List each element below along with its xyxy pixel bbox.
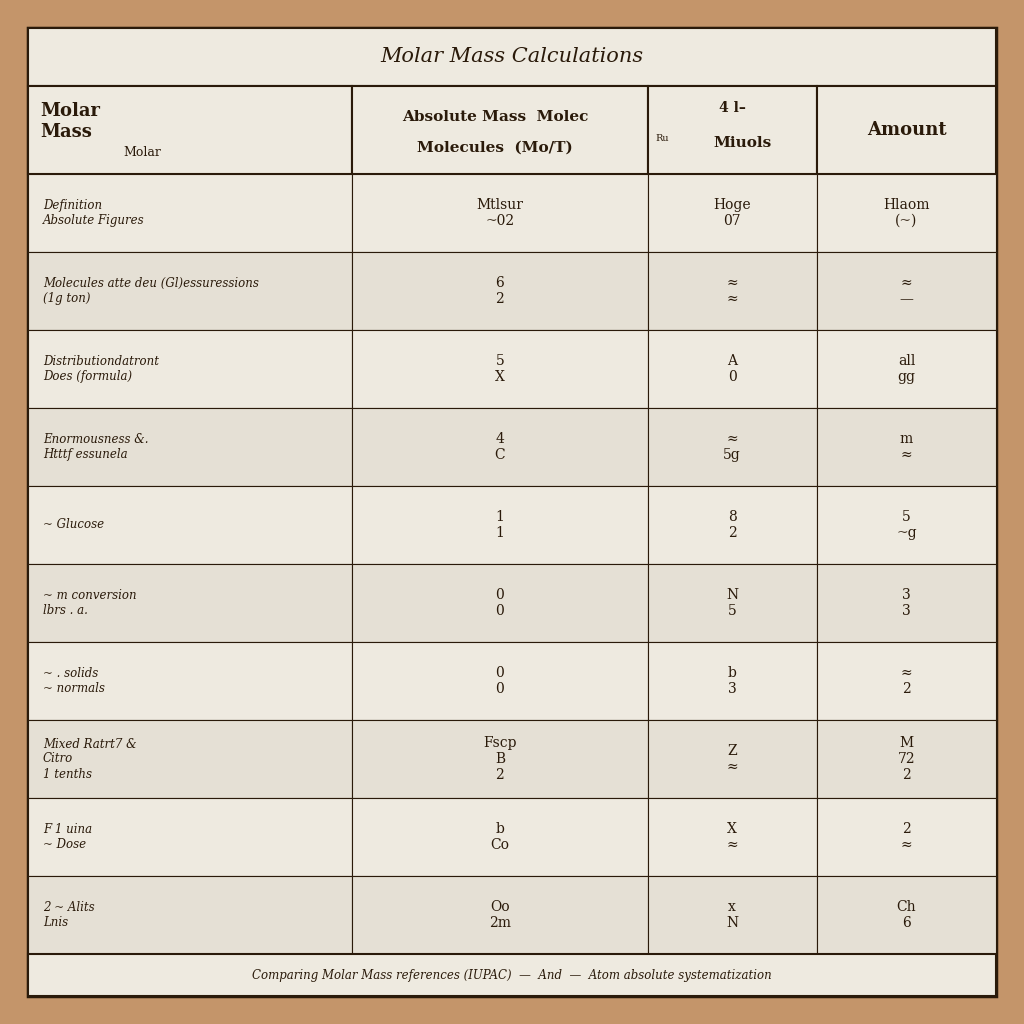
FancyBboxPatch shape: [352, 486, 647, 564]
FancyBboxPatch shape: [352, 798, 647, 876]
Text: Absolute Mass  Molec: Absolute Mass Molec: [401, 110, 588, 124]
FancyBboxPatch shape: [817, 486, 996, 564]
Text: 5
X: 5 X: [495, 354, 505, 384]
Text: Definition
Absolute Figures: Definition Absolute Figures: [43, 199, 144, 227]
Text: b
Co: b Co: [490, 822, 509, 852]
Text: 1
1: 1 1: [496, 510, 505, 540]
Text: Enormousness &.
Htttf essunela: Enormousness &. Htttf essunela: [43, 433, 148, 461]
Text: all
gg: all gg: [897, 354, 915, 384]
Text: Molar: Molar: [123, 145, 161, 159]
FancyBboxPatch shape: [647, 330, 817, 408]
Text: Distributiondatront
Does (formula): Distributiondatront Does (formula): [43, 355, 159, 383]
Text: ≈
≈: ≈ ≈: [726, 275, 738, 306]
FancyBboxPatch shape: [817, 252, 996, 330]
FancyBboxPatch shape: [28, 486, 352, 564]
FancyBboxPatch shape: [28, 954, 996, 996]
FancyBboxPatch shape: [647, 642, 817, 720]
Text: 4
C: 4 C: [495, 432, 505, 462]
Text: Mtlsur
~02: Mtlsur ~02: [476, 198, 523, 228]
Text: Z
≈: Z ≈: [726, 743, 738, 774]
FancyBboxPatch shape: [647, 486, 817, 564]
FancyBboxPatch shape: [352, 564, 647, 642]
Text: m
≈: m ≈: [900, 432, 913, 462]
FancyBboxPatch shape: [352, 408, 647, 486]
Text: Molecules atte deu (Gl)essuressions
(1g ton): Molecules atte deu (Gl)essuressions (1g …: [43, 278, 259, 305]
FancyBboxPatch shape: [817, 330, 996, 408]
FancyBboxPatch shape: [28, 252, 352, 330]
Text: Molar Mass Calculations: Molar Mass Calculations: [381, 47, 643, 67]
Text: N
5: N 5: [726, 588, 738, 618]
FancyBboxPatch shape: [352, 720, 647, 798]
FancyBboxPatch shape: [28, 86, 352, 174]
Text: 0
0: 0 0: [496, 666, 504, 696]
Text: b
3: b 3: [728, 666, 736, 696]
FancyBboxPatch shape: [28, 798, 352, 876]
FancyBboxPatch shape: [817, 408, 996, 486]
FancyBboxPatch shape: [28, 174, 352, 252]
Text: Comparing Molar Mass references (IUPAC)  —  And  —  Atom absolute systematizatio: Comparing Molar Mass references (IUPAC) …: [252, 969, 772, 981]
FancyBboxPatch shape: [817, 798, 996, 876]
FancyBboxPatch shape: [817, 86, 996, 174]
Text: ≈
5g: ≈ 5g: [723, 432, 741, 462]
Text: X
≈: X ≈: [726, 822, 738, 852]
Text: Oo
2m: Oo 2m: [488, 900, 511, 930]
FancyBboxPatch shape: [817, 174, 996, 252]
FancyBboxPatch shape: [28, 28, 996, 86]
Text: Ch
6: Ch 6: [897, 900, 916, 930]
FancyBboxPatch shape: [647, 720, 817, 798]
Text: 5
~g: 5 ~g: [896, 510, 916, 540]
FancyBboxPatch shape: [28, 720, 352, 798]
Text: 8
2: 8 2: [728, 510, 736, 540]
Text: Amount: Amount: [866, 121, 946, 139]
Text: x
N: x N: [726, 900, 738, 930]
Text: ≈
—: ≈ —: [899, 275, 913, 306]
Text: Ru: Ru: [655, 134, 669, 143]
FancyBboxPatch shape: [352, 642, 647, 720]
FancyBboxPatch shape: [28, 564, 352, 642]
FancyBboxPatch shape: [352, 876, 647, 954]
FancyBboxPatch shape: [352, 174, 647, 252]
FancyBboxPatch shape: [817, 876, 996, 954]
FancyBboxPatch shape: [28, 28, 996, 996]
Text: Hoge
07: Hoge 07: [714, 198, 751, 228]
FancyBboxPatch shape: [817, 720, 996, 798]
FancyBboxPatch shape: [647, 174, 817, 252]
FancyBboxPatch shape: [352, 330, 647, 408]
Text: 4 l–: 4 l–: [719, 101, 745, 115]
FancyBboxPatch shape: [352, 86, 647, 174]
FancyBboxPatch shape: [647, 564, 817, 642]
Text: Mixed Ratrt7 &
Citro
1 tenths: Mixed Ratrt7 & Citro 1 tenths: [43, 737, 136, 780]
Text: ~ m conversion
lbrs . a.: ~ m conversion lbrs . a.: [43, 589, 136, 617]
FancyBboxPatch shape: [352, 252, 647, 330]
FancyBboxPatch shape: [817, 564, 996, 642]
FancyBboxPatch shape: [647, 798, 817, 876]
FancyBboxPatch shape: [28, 876, 352, 954]
Text: Fscp
B
2: Fscp B 2: [483, 736, 517, 782]
Text: 3
3: 3 3: [902, 588, 910, 618]
Text: 2
≈: 2 ≈: [901, 822, 912, 852]
Text: ~ Glucose: ~ Glucose: [43, 518, 104, 531]
Text: F 1 uina
~ Dose: F 1 uina ~ Dose: [43, 823, 92, 851]
Text: Molar
Mass: Molar Mass: [40, 101, 100, 140]
FancyBboxPatch shape: [28, 408, 352, 486]
Text: A
0: A 0: [727, 354, 737, 384]
Text: ≈
2: ≈ 2: [901, 666, 912, 696]
Text: M
72
2: M 72 2: [898, 736, 915, 782]
Text: 0
0: 0 0: [496, 588, 504, 618]
FancyBboxPatch shape: [647, 86, 817, 174]
FancyBboxPatch shape: [647, 876, 817, 954]
FancyBboxPatch shape: [647, 252, 817, 330]
FancyBboxPatch shape: [28, 330, 352, 408]
Text: Molecules  (Mo/T): Molecules (Mo/T): [417, 140, 572, 155]
FancyBboxPatch shape: [28, 642, 352, 720]
Text: Miuols: Miuols: [713, 136, 771, 151]
FancyBboxPatch shape: [647, 408, 817, 486]
Text: Hlaom
(~): Hlaom (~): [884, 198, 930, 228]
Text: ~ . solids
~ normals: ~ . solids ~ normals: [43, 667, 104, 695]
Text: 2 ~ Alits
Lnis: 2 ~ Alits Lnis: [43, 901, 94, 929]
FancyBboxPatch shape: [817, 642, 996, 720]
Text: 6
2: 6 2: [496, 275, 504, 306]
